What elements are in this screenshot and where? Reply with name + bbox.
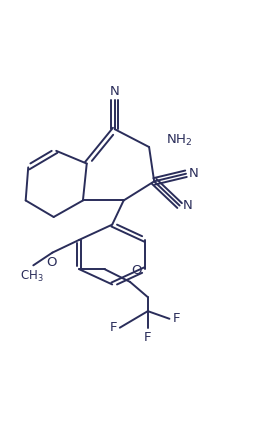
Text: N: N <box>189 167 199 180</box>
Text: F: F <box>172 312 180 325</box>
Text: O: O <box>131 264 142 277</box>
Text: N: N <box>110 85 120 98</box>
Text: O: O <box>46 256 56 269</box>
Text: F: F <box>109 321 117 334</box>
Text: F: F <box>144 331 152 344</box>
Text: NH$_2$: NH$_2$ <box>166 133 192 148</box>
Text: CH$_3$: CH$_3$ <box>20 269 44 284</box>
Text: N: N <box>183 199 192 212</box>
